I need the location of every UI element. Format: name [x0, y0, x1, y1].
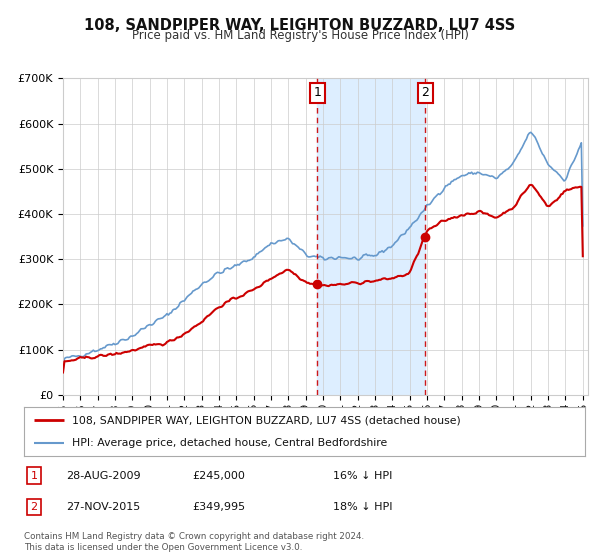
Bar [317, 78, 425, 395]
Text: 1: 1 [31, 470, 38, 480]
Text: 18% ↓ HPI: 18% ↓ HPI [332, 502, 392, 512]
Text: 1: 1 [313, 86, 321, 99]
Text: 27-NOV-2015: 27-NOV-2015 [66, 502, 140, 512]
Text: 16% ↓ HPI: 16% ↓ HPI [332, 470, 392, 480]
Text: HPI: Average price, detached house, Central Bedfordshire: HPI: Average price, detached house, Cent… [71, 438, 387, 448]
Text: 108, SANDPIPER WAY, LEIGHTON BUZZARD, LU7 4SS (detached house): 108, SANDPIPER WAY, LEIGHTON BUZZARD, LU… [71, 416, 460, 426]
Text: Price paid vs. HM Land Registry's House Price Index (HPI): Price paid vs. HM Land Registry's House … [131, 29, 469, 42]
Text: This data is licensed under the Open Government Licence v3.0.: This data is licensed under the Open Gov… [24, 543, 302, 552]
Text: 2: 2 [31, 502, 38, 512]
Text: £349,995: £349,995 [192, 502, 245, 512]
Text: Contains HM Land Registry data © Crown copyright and database right 2024.: Contains HM Land Registry data © Crown c… [24, 532, 364, 541]
Text: 108, SANDPIPER WAY, LEIGHTON BUZZARD, LU7 4SS: 108, SANDPIPER WAY, LEIGHTON BUZZARD, LU… [85, 18, 515, 33]
Text: 28-AUG-2009: 28-AUG-2009 [66, 470, 140, 480]
Text: £245,000: £245,000 [192, 470, 245, 480]
Text: 2: 2 [421, 86, 430, 99]
